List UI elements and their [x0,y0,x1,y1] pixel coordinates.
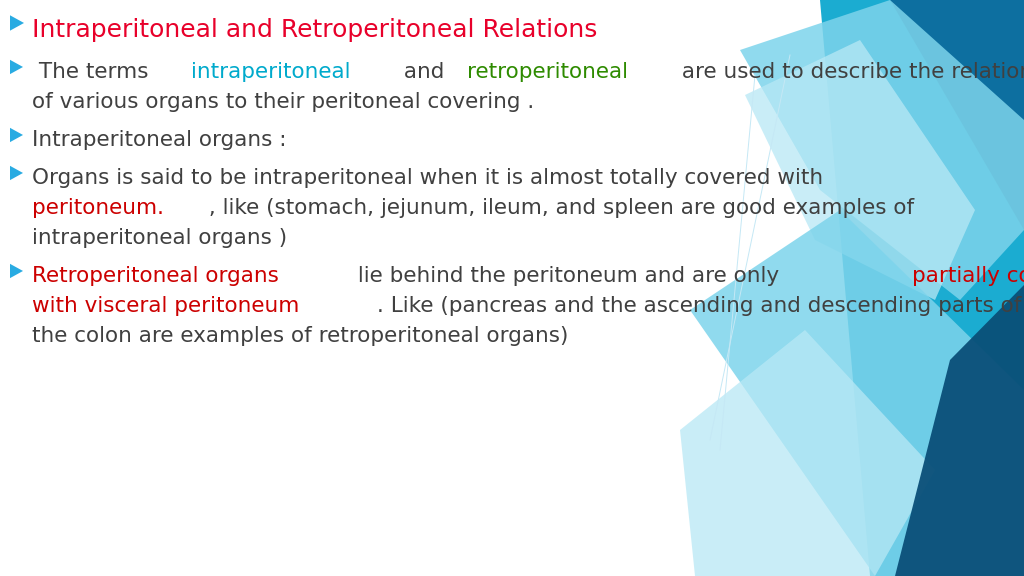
Text: Intraperitoneal organs :: Intraperitoneal organs : [32,130,287,150]
Text: . Like (pancreas and the ascending and descending parts of: . Like (pancreas and the ascending and d… [377,296,1021,316]
Text: are used to describe the relationship: are used to describe the relationship [675,62,1024,82]
Text: of various organs to their peritoneal covering .: of various organs to their peritoneal co… [32,92,535,112]
Polygon shape [10,166,23,180]
Text: , like (stomach, jejunum, ileum, and spleen are good examples of: , like (stomach, jejunum, ileum, and spl… [203,198,914,218]
Polygon shape [820,0,1024,576]
Text: Retroperitoneal organs: Retroperitoneal organs [32,266,279,286]
Text: intraperitoneal: intraperitoneal [191,62,350,82]
Polygon shape [740,0,1024,300]
Text: Intraperitoneal and Retroperitoneal Relations: Intraperitoneal and Retroperitoneal Rela… [32,18,597,42]
Polygon shape [680,330,935,576]
Polygon shape [10,128,23,142]
Polygon shape [890,0,1024,230]
Text: with visceral peritoneum: with visceral peritoneum [32,296,299,316]
Text: retroperitoneal: retroperitoneal [467,62,628,82]
Polygon shape [10,264,23,278]
Text: lie behind the peritoneum and are only: lie behind the peritoneum and are only [350,266,785,286]
Polygon shape [895,285,1024,576]
Polygon shape [10,16,24,31]
Text: The terms: The terms [32,62,156,82]
Polygon shape [10,60,23,74]
Text: peritoneum.: peritoneum. [32,198,164,218]
Text: and: and [397,62,452,82]
Text: Organs is said to be intraperitoneal when it is almost totally covered with: Organs is said to be intraperitoneal whe… [32,168,830,188]
Text: intraperitoneal organs ): intraperitoneal organs ) [32,228,287,248]
Text: the colon are examples of retroperitoneal organs): the colon are examples of retroperitonea… [32,326,568,346]
Polygon shape [745,40,975,300]
Polygon shape [690,210,1024,576]
Text: partially covered: partially covered [911,266,1024,286]
